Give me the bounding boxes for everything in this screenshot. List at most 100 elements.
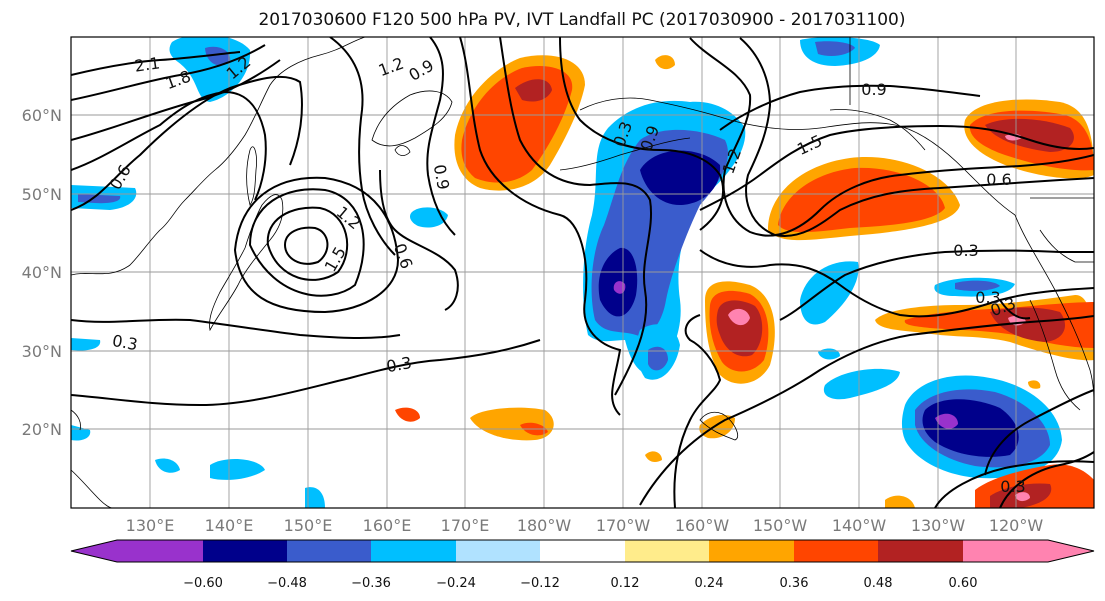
pc-fill-positive-subtrop2 (699, 414, 735, 439)
colorbar-tick-label: −0.12 (520, 576, 560, 591)
colorbar-swatch (203, 540, 287, 562)
colorbar-extend-min (71, 540, 117, 562)
colorbar-swatch (371, 540, 456, 562)
lat-label: 20°N (22, 420, 62, 439)
pv-contour-trough-mid (499, 37, 652, 396)
lon-label: 170°W (596, 516, 651, 535)
colorbar-tick-label: 0.12 (611, 576, 640, 591)
pv-contour-central-0.3 (379, 169, 459, 311)
figure-title: 2017030600 F120 500 hPa PV, IVT Landfall… (258, 10, 905, 30)
pc-fill-negative-blob-core (648, 346, 668, 371)
pc-fill-negative-small1 (155, 458, 180, 473)
colorbar-swatch (794, 540, 878, 562)
pc-fill-negative-subtrop2 (823, 368, 900, 400)
pc-fill-negative-trough-core (598, 150, 721, 317)
pv-contour-trough-outer (459, 37, 622, 416)
lon-label: 150°W (753, 516, 808, 535)
pv-contour-west-2.1 (71, 51, 241, 76)
pc-fill-negative-trough-peak (613, 281, 626, 294)
pv-contour-ridge-4 (719, 84, 981, 131)
pv-contour-west-1.8 (71, 44, 266, 101)
lat-label: 50°N (22, 185, 62, 204)
pc-fill-negative-kamchatka-core (205, 46, 231, 66)
lon-label: 140°E (205, 516, 254, 535)
pc-fill-negative-aleutian-core (815, 41, 855, 56)
pv-contour-se-1 (984, 389, 1094, 476)
lon-label: 160°E (363, 516, 412, 535)
pv-contour-east-3 (639, 315, 1094, 506)
colorbar-swatch (540, 540, 625, 562)
pc-fill-negative-subtropical-core (922, 399, 1019, 457)
latitude-labels: 60°N 50°N 40°N 30°N 20°N (22, 106, 62, 439)
graticule (71, 37, 1094, 508)
lon-label: 130°W (911, 516, 966, 535)
pc-fill-negative-small5 (71, 338, 101, 351)
contour-label: 0.9 (861, 80, 886, 99)
colorbar-tick-label: 0.24 (695, 576, 724, 591)
pc-fill-positive-small1 (655, 55, 675, 70)
pc-fill-positive-mexico-peak (1015, 492, 1030, 502)
pc-fill-negative-subtropical-peak (935, 413, 958, 429)
pv-contour-central-1.2 (329, 37, 396, 256)
lon-label: 170°E (441, 516, 490, 535)
pv-contour-ridge-3 (699, 124, 1094, 211)
pc-fill-negative-small3 (305, 487, 325, 508)
lat-label: 60°N (22, 106, 62, 125)
lat-label: 30°N (22, 342, 62, 361)
pv-contour-closed-low-4 (233, 176, 400, 314)
contour-label: 2.1 (133, 53, 161, 75)
pc-fill-positive-subtrop3 (395, 407, 420, 422)
colorbar-tick-label: −0.48 (267, 576, 307, 591)
colorbar: −0.60 −0.48 −0.36 −0.24 −0.12 0.12 0.24 … (70, 539, 1095, 591)
pv-contour-closed-low-2 (266, 206, 349, 281)
pc-fill-positive-small4 (1028, 380, 1041, 389)
colorbar-swatch (287, 540, 371, 562)
lon-label: 180°W (517, 516, 572, 535)
pc-fill-negative-mid (800, 261, 859, 325)
pv-contour-subtrop-0.3 (71, 339, 541, 407)
pc-fill-positive-center-core (716, 300, 763, 357)
colorbar-swatch (963, 540, 1048, 562)
lon-label: 130°E (126, 516, 175, 535)
pv-contour-east-2 (779, 249, 1094, 321)
colorbar-tick-label: 0.48 (864, 576, 893, 591)
colorbar-tick-label: −0.24 (436, 576, 476, 591)
pc-fill-negative-mid2-core (955, 280, 1000, 291)
pc-fill-positive-small3 (885, 495, 915, 508)
contour-label: 0.9 (430, 163, 453, 191)
pv-contour-west-0.3 (71, 318, 401, 340)
contour-label: 0.3 (1000, 477, 1025, 496)
pv-contour-closed-low (283, 226, 329, 265)
lon-label: 150°E (284, 516, 333, 535)
contour-label: 0.3 (953, 241, 978, 260)
map-frame (70, 36, 1095, 509)
lon-label: 160°W (675, 516, 730, 535)
colorbar-extend-max (1048, 540, 1094, 562)
pc-fill-positive-calif-core (990, 307, 1065, 342)
map-panel: 2.1 1.8 1.2 1.2 0.9 0.9 0.9 0.6 0.3 1.2 … (71, 37, 1094, 508)
colorbar-outline (70, 539, 1095, 563)
pc-fill-positive-small2 (645, 451, 662, 463)
pc-fill-positive-alaska-west-core (515, 79, 552, 102)
longitude-labels: 130°E 140°E 150°E 160°E 170°E 180°W 170°… (126, 516, 1044, 535)
pv-contour-central-south (673, 314, 722, 508)
pv-contours (71, 37, 1094, 508)
contour-label: 0.3 (975, 288, 1000, 307)
pv-contour-west-1.2 (71, 59, 281, 141)
pc-fill-positive-bc-core (985, 118, 1074, 152)
pv-contour-east-1 (699, 249, 1094, 318)
pv-contour-west-0.9 (71, 90, 267, 201)
contour-label: 0.3 (385, 353, 413, 376)
colorbar-tick-label: 0.60 (949, 576, 978, 591)
lat-label: 40°N (22, 263, 62, 282)
pv-contour-se-2 (999, 451, 1094, 508)
pv-contour-west-0.6 (71, 75, 303, 211)
colorbar-tick-label: −0.36 (351, 576, 391, 591)
colorbar-swatch (456, 540, 540, 562)
lon-label: 140°W (832, 516, 887, 535)
colorbar-swatch (117, 540, 203, 562)
colorbar-swatch (709, 540, 794, 562)
contour-label: 0.3 (111, 331, 139, 354)
pc-fill-positive-center-peak (728, 308, 750, 326)
